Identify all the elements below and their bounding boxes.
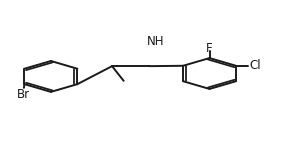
Text: NH: NH [147, 35, 164, 48]
Text: F: F [206, 42, 213, 55]
Text: Cl: Cl [249, 59, 261, 72]
Text: Br: Br [17, 88, 30, 101]
